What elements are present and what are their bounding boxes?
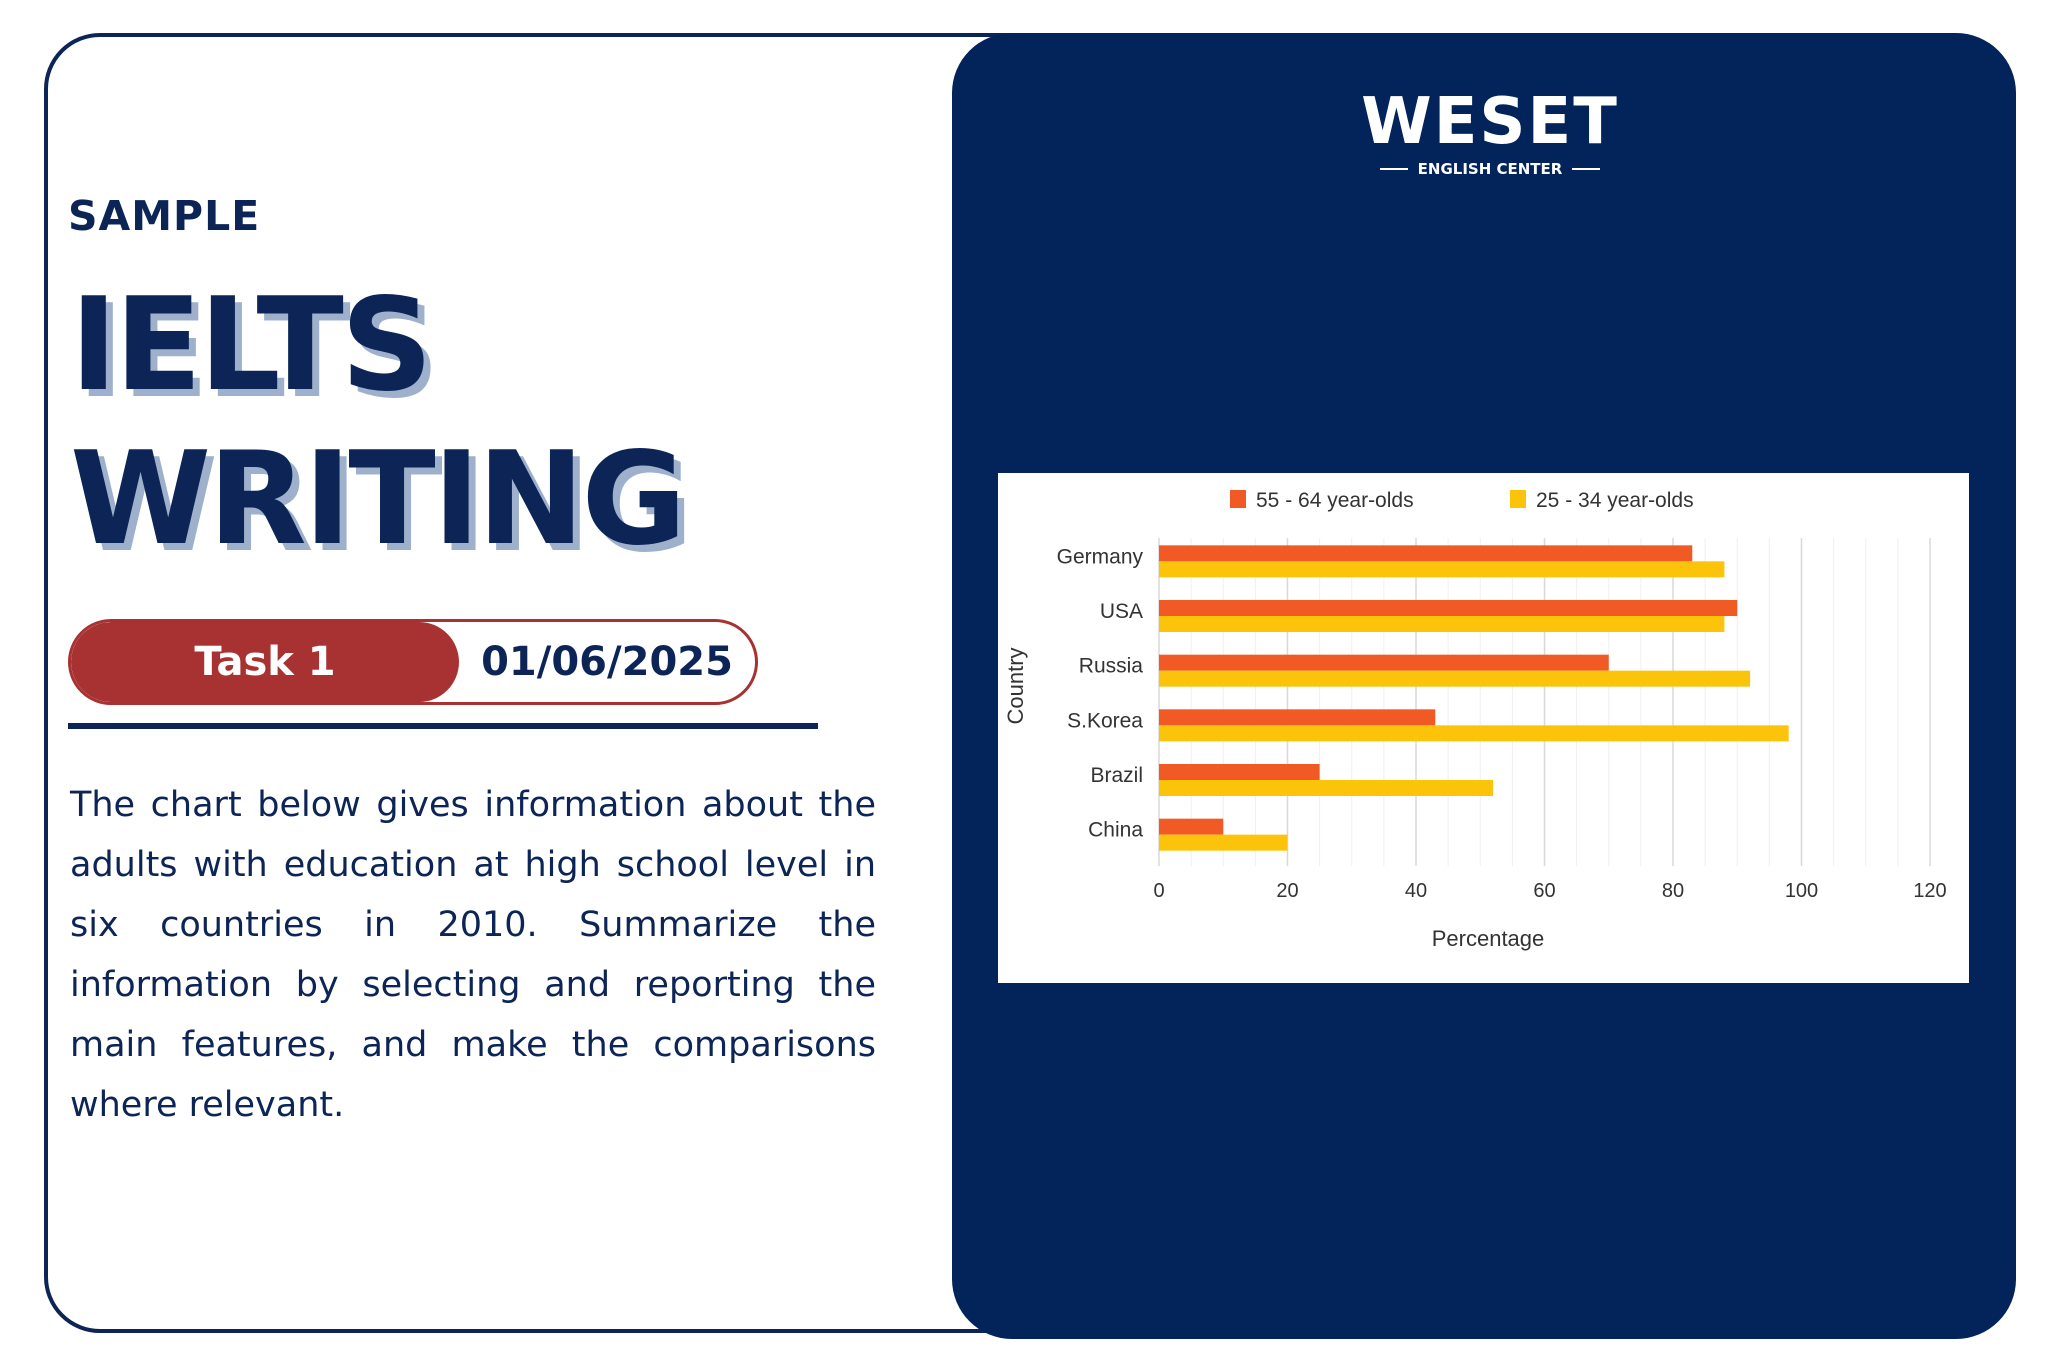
bar-brazil-series-0	[1159, 764, 1320, 780]
bar-brazil-series-1	[1159, 780, 1494, 796]
bar-chart: Germany USA Russia S.Korea Brazil China 0 20 40…	[1003, 489, 1947, 951]
legend-swatch	[1510, 490, 1526, 508]
brand-logo: WESET ENGLISH CENTER	[1340, 90, 1640, 178]
task-label: Task 1	[71, 622, 459, 702]
bar-usa-series-0	[1159, 600, 1738, 616]
x-tick-label: 80	[1662, 880, 1684, 902]
divider	[68, 723, 818, 729]
bar-russia-series-0	[1159, 654, 1609, 671]
legend-swatch	[1230, 490, 1246, 508]
bar-usa-series-1	[1159, 616, 1725, 632]
x-axis-label: Percentage	[1432, 926, 1545, 951]
y-axis-label: Country	[1003, 647, 1028, 724]
task-prompt: The chart below gives information about …	[70, 785, 876, 1125]
task-date: 01/06/2025	[481, 639, 733, 685]
legend-label: 25 - 34 year-olds	[1536, 489, 1694, 512]
eyebrow: SAMPLE	[68, 192, 261, 240]
brand-tagline-row: ENGLISH CENTER	[1340, 160, 1640, 178]
bar-germany-series-0	[1159, 545, 1693, 562]
category-label: USA	[1100, 600, 1143, 623]
bar-skorea-series-1	[1159, 725, 1789, 742]
bar-russia-series-1	[1159, 670, 1751, 687]
x-tick-label: 0	[1153, 880, 1164, 902]
chart: Germany USA Russia S.Korea Brazil China 0 20 40…	[998, 473, 1969, 983]
bar-china-series-0	[1159, 818, 1224, 835]
x-tick-label: 60	[1533, 880, 1555, 902]
title-line-1: IELTS	[70, 271, 433, 420]
x-tick-label: 120	[1913, 880, 1946, 902]
title-line-2: WRITING	[70, 425, 686, 574]
category-label: Russia	[1079, 655, 1144, 678]
category-label: Germany	[1057, 545, 1144, 568]
bar-china-series-1	[1159, 834, 1288, 851]
brand-tagline: ENGLISH CENTER	[1417, 160, 1563, 178]
x-tick-label: 100	[1785, 880, 1818, 902]
x-tick-label: 20	[1276, 880, 1298, 902]
task-pill: Task 1 01/06/2025	[68, 619, 758, 705]
category-label: China	[1088, 819, 1143, 842]
bar-germany-series-1	[1159, 561, 1725, 578]
category-label: S.Korea	[1067, 709, 1143, 732]
x-tick-label: 40	[1405, 880, 1427, 902]
category-label: Brazil	[1090, 764, 1143, 787]
bar-skorea-series-0	[1159, 709, 1436, 726]
brand-name: WESET	[1361, 85, 1619, 159]
legend-label: 55 - 64 year-olds	[1256, 489, 1414, 512]
